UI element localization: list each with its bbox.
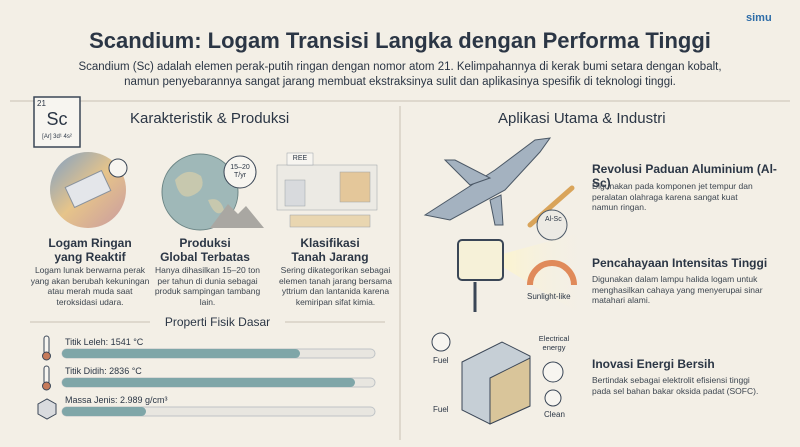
app-title: Revolusi Paduan Aluminium (Al-Sc) xyxy=(592,162,777,190)
alloy-tag: Al-Sc xyxy=(545,216,562,223)
section-title: Aplikasi Utama & Industri xyxy=(498,110,666,127)
symbol: Sc xyxy=(46,109,68,129)
periodic-table xyxy=(276,152,378,228)
app-title: Inovasi Energi Bersih xyxy=(592,357,715,371)
badge-text: 15–20 T/yr xyxy=(227,164,253,180)
bat xyxy=(527,185,575,228)
fuel-label: Fuel xyxy=(433,356,449,365)
app-text: Digunakan pada komponen jet tempur dan p… xyxy=(592,181,753,212)
app-text: Bertindak sebagai elektrolit efisiensi t… xyxy=(592,375,759,396)
ree-tag: REE xyxy=(292,155,308,162)
config: [Ar] 3d¹ 4s² xyxy=(42,134,72,140)
energy-icon xyxy=(542,361,564,383)
badge-value: 15–20 xyxy=(230,164,250,171)
property: Titik Leleh: 1541 °C xyxy=(65,337,144,347)
intro: Scandium (Sc) adalah elemen perak-putih … xyxy=(78,61,722,88)
fuel-label: Fuel xyxy=(433,405,449,414)
light-beam xyxy=(488,230,590,320)
fuel-icon xyxy=(431,332,451,352)
app-text: Digunakan dalam lampu halida logam untuk… xyxy=(592,274,763,305)
card-text: Sering dikategorikan sebagai elemen tana… xyxy=(279,265,392,307)
energy-label: Electrical energy xyxy=(538,334,570,352)
title: Scandium: Logam Transisi Langka dengan P… xyxy=(89,28,711,53)
rainbow xyxy=(527,260,577,286)
mountain xyxy=(210,204,264,228)
section-title: Karakteristik & Produksi xyxy=(130,110,290,127)
metal-block xyxy=(64,169,112,209)
badge-unit: T/yr xyxy=(233,172,247,179)
badge xyxy=(223,155,257,189)
element-tile xyxy=(33,96,81,148)
logo: simu xyxy=(746,12,772,24)
properties-title: Properti Fisik Dasar xyxy=(164,315,271,329)
atomic-number: 21 xyxy=(37,99,46,108)
lamp xyxy=(457,239,504,281)
continents xyxy=(175,171,224,214)
card-text: Logam lunak berwarna perak yang akan ber… xyxy=(30,265,150,307)
drop-icon xyxy=(108,158,128,178)
clean-icon xyxy=(544,389,562,407)
card-text: Hanya dihasilkan 15–20 ton per tahun di … xyxy=(154,265,261,307)
app-title: Pencahayaan Intensitas Tinggi xyxy=(592,256,768,270)
property-bars xyxy=(61,348,376,417)
card-title: Logam Ringan yang Reaktif xyxy=(48,236,132,264)
card-title: Klasifikasi Tanah Jarang xyxy=(291,236,369,264)
clean-label: Clean xyxy=(544,410,565,419)
property-icons xyxy=(37,335,57,420)
fuel-cell xyxy=(461,341,531,425)
property: Massa Jenis: 2.989 g/cm³ xyxy=(65,395,168,405)
alloy-ball xyxy=(536,209,568,241)
jet xyxy=(423,137,552,226)
card-title: Produksi Global Terbatas xyxy=(160,236,250,264)
light-tag: Sunlight-like xyxy=(527,292,571,301)
property: Titik Didih: 2836 °C xyxy=(65,366,142,376)
